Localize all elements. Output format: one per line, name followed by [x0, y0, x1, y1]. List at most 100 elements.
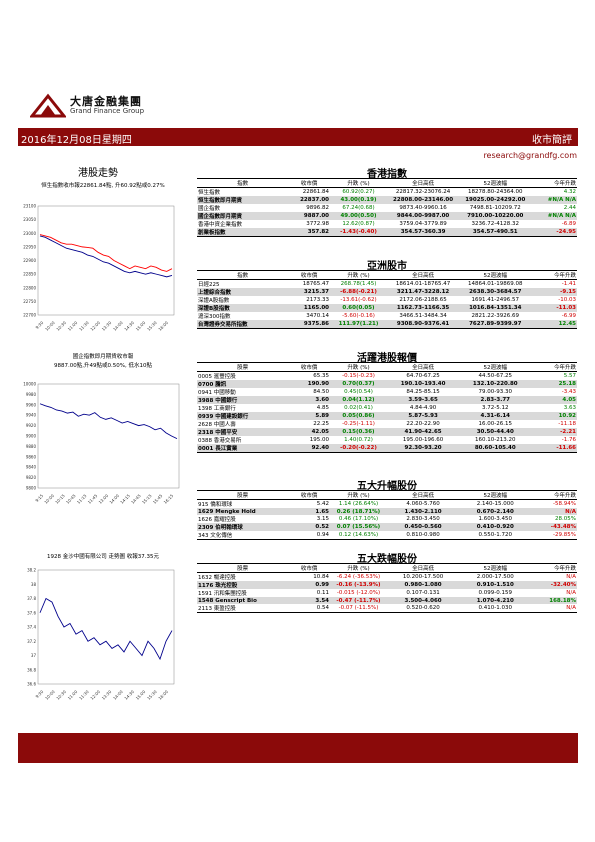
cell-chg: 0.12 (14.63%) [329, 531, 387, 540]
table-row: 1591 汛和集團控股 0.11 -0.015 (-12.0%) 0.107-0.13… [197, 589, 577, 597]
cell-close: 22.25 [313, 421, 329, 427]
table-row: 2309 伯明翰環球 0.52 0.07 (15.56%) 0.450-0.560 0.… [197, 523, 577, 531]
y-tick-label: 37 [31, 653, 37, 658]
cell-ytd: -58.94% [553, 501, 576, 507]
series-line [39, 235, 173, 278]
losers-title: 五大跌幅股份 [357, 554, 417, 565]
x-tick-label: 13:00 [98, 493, 110, 505]
active-table: 股票 收市價 升跌 (%) 全日高低 52週波幅 今年升跌 0005 滙豐控股 65.35 -0… [197, 362, 577, 453]
x-tick-label: 11:30 [78, 689, 90, 701]
series-line [39, 234, 173, 272]
cell-close: 190.90 [288, 380, 330, 388]
cell-w52: 0.410-1.030 [459, 604, 532, 613]
cell-w52: 4.31-6.14 [459, 412, 532, 420]
x-tick-label: 10:30 [55, 320, 67, 332]
cell-name: 0939 中國建設銀行 [197, 412, 289, 420]
x-tick-label: 11:00 [67, 689, 79, 701]
x-tick-label: 16:00 [157, 320, 169, 332]
column-header: 全日高低 [386, 178, 460, 188]
cell-close: 195.00 [309, 437, 329, 443]
series-line [39, 403, 178, 440]
cell-w52: 79.00-93.30 [478, 389, 512, 395]
cell-close: 92.40 [288, 444, 330, 453]
table-row: 香港中資企業指數 3772.98 12.62(0.87) 3759.04-3779.8… [197, 220, 577, 228]
cell-range: 3211.47-3228.12 [386, 288, 460, 296]
cell-name: 3988 中國銀行 [197, 396, 289, 404]
x-tick-label: 10:30 [55, 689, 67, 701]
cell-chg: 0.04(1.12) [329, 396, 387, 404]
header-banner: 2016年12月08日星期四 收市簡評 [18, 128, 578, 146]
table-row: 1548 Genscript Bio 3.54 -0.47 (-11.7%) 3.50… [197, 597, 577, 604]
cell-w52: 1691.41-2496.57 [471, 297, 519, 303]
cell-w52: 18278.80-24364.00 [468, 189, 523, 195]
x-tick-label: 11:15 [76, 493, 88, 505]
cell-name: 0700 騰訊 [197, 380, 289, 388]
hscei-futures-chart: 10000 9980 9960 9940 9920 9900 9880 9860 9840 982… [23, 382, 180, 505]
cell-name: 1591 汛和集團控股 [198, 591, 247, 597]
cell-w52: 3.72-5.12 [482, 405, 509, 411]
cell-name: 日經225 [198, 282, 220, 288]
table-header-row: 指數 收市價 升跌 (%) 全日高低 52週波幅 今年升跌 [197, 270, 577, 280]
cell-chg: -6.88(-0.21) [329, 288, 387, 296]
brand-name-en: Grand Finance Group [70, 107, 145, 115]
table-row: 1176 珠光控股 0.99 -0.16 (-13.9%) 0.980-1.080 0.… [197, 581, 577, 589]
cell-ytd: 2.44 [563, 205, 576, 211]
column-header: 指數 [197, 270, 289, 280]
contact-email[interactable]: research@grandfg.com [483, 151, 577, 160]
table-row: 恒生指數 22861.84 60.92(0.27) 22817.32-23076.24… [197, 188, 577, 196]
plot-area [37, 205, 175, 316]
cell-range: 1.430-2.110 [386, 508, 460, 515]
cell-ytd: -10.03 [558, 297, 576, 303]
cell-ytd: -11.66 [531, 444, 577, 453]
cell-close: 3215.37 [288, 288, 330, 296]
table-row: 創業板指數 357.82 -1.43(-0.40) 354.57-360.39 354.… [197, 228, 577, 237]
table-row: 0005 滙豐控股 65.35 -0.15(-0.23) 64.70-67.25 44.… [197, 372, 577, 380]
cell-range: 2172.06-2188.65 [399, 297, 447, 303]
hk-index-title: 香港指數 [367, 169, 407, 180]
cell-range: 9308.90-9376.41 [386, 320, 460, 329]
cell-range: 5.87-5.93 [386, 412, 460, 420]
cell-ytd: 4.05 [531, 396, 577, 404]
cell-w52: 132.10-220.80 [459, 380, 532, 388]
cell-w52: 0.910-1.510 [459, 581, 532, 589]
cell-close: 0.54 [288, 604, 330, 613]
cell-range: 0.450-0.560 [386, 523, 460, 531]
cell-chg: 0.70(0.37) [329, 380, 387, 388]
cell-chg: 0.05(0.86) [329, 412, 387, 420]
cell-name: 國企指數 [198, 206, 221, 212]
cell-w52: 7498.81-10209.72 [469, 205, 521, 211]
report-title: 收市簡評 [532, 135, 572, 146]
cell-close: 3.15 [316, 516, 329, 522]
cell-ytd: #N/A N/A [531, 212, 577, 220]
cell-w52: 354.57-490.51 [459, 228, 532, 237]
x-tick-label: 11:30 [78, 320, 90, 332]
cell-w52: 2.83-3.77 [459, 396, 532, 404]
y-tick-label: 38 [31, 582, 37, 587]
cell-w52: 2.140-15.000 [476, 501, 514, 507]
y-tick-label: 37.8 [27, 596, 36, 601]
x-tick-label: 15:30 [146, 320, 158, 332]
cell-w52: 16.00-26.15 [478, 421, 512, 427]
cell-chg: 60.92(0.27) [342, 189, 375, 195]
x-tick-label: 14:00 [108, 493, 120, 505]
cell-close: 9887.00 [288, 212, 330, 220]
cell-chg: 1.14 (26.64%) [338, 501, 379, 507]
cell-w52: 160.10-213.20 [475, 437, 516, 443]
cell-name: 1626 嘉耀控股 [198, 517, 236, 523]
column-header: 升跌 (%) [329, 362, 387, 372]
cell-ytd: -2.21 [531, 428, 577, 436]
table-row: 0001 長江實業 92.40 -0.20(-0.22) 92.30-93.20 80.… [197, 444, 577, 453]
x-tick-label: 10:00 [44, 689, 56, 701]
cell-range: 354.57-360.39 [386, 228, 460, 237]
x-tick-label: 11:45 [87, 493, 99, 505]
cell-ytd: 3.63 [563, 405, 576, 411]
x-tick-label: 10:15 [54, 493, 66, 505]
y-tick-label: 36.6 [27, 682, 36, 687]
cell-close: 42.05 [288, 428, 330, 436]
cell-ytd: 10.92 [531, 412, 577, 420]
cell-name: 香港中資企業指數 [198, 222, 243, 228]
brand-mark-icon [30, 93, 66, 118]
cell-close: 3.60 [288, 396, 330, 404]
gainers-table: 股票 收市價 升跌 (%) 全日高低 52週波幅 今年升跌 915 僑和環球 5.42 1.14… [197, 490, 577, 540]
cell-range: 4.060-5.760 [406, 501, 440, 507]
